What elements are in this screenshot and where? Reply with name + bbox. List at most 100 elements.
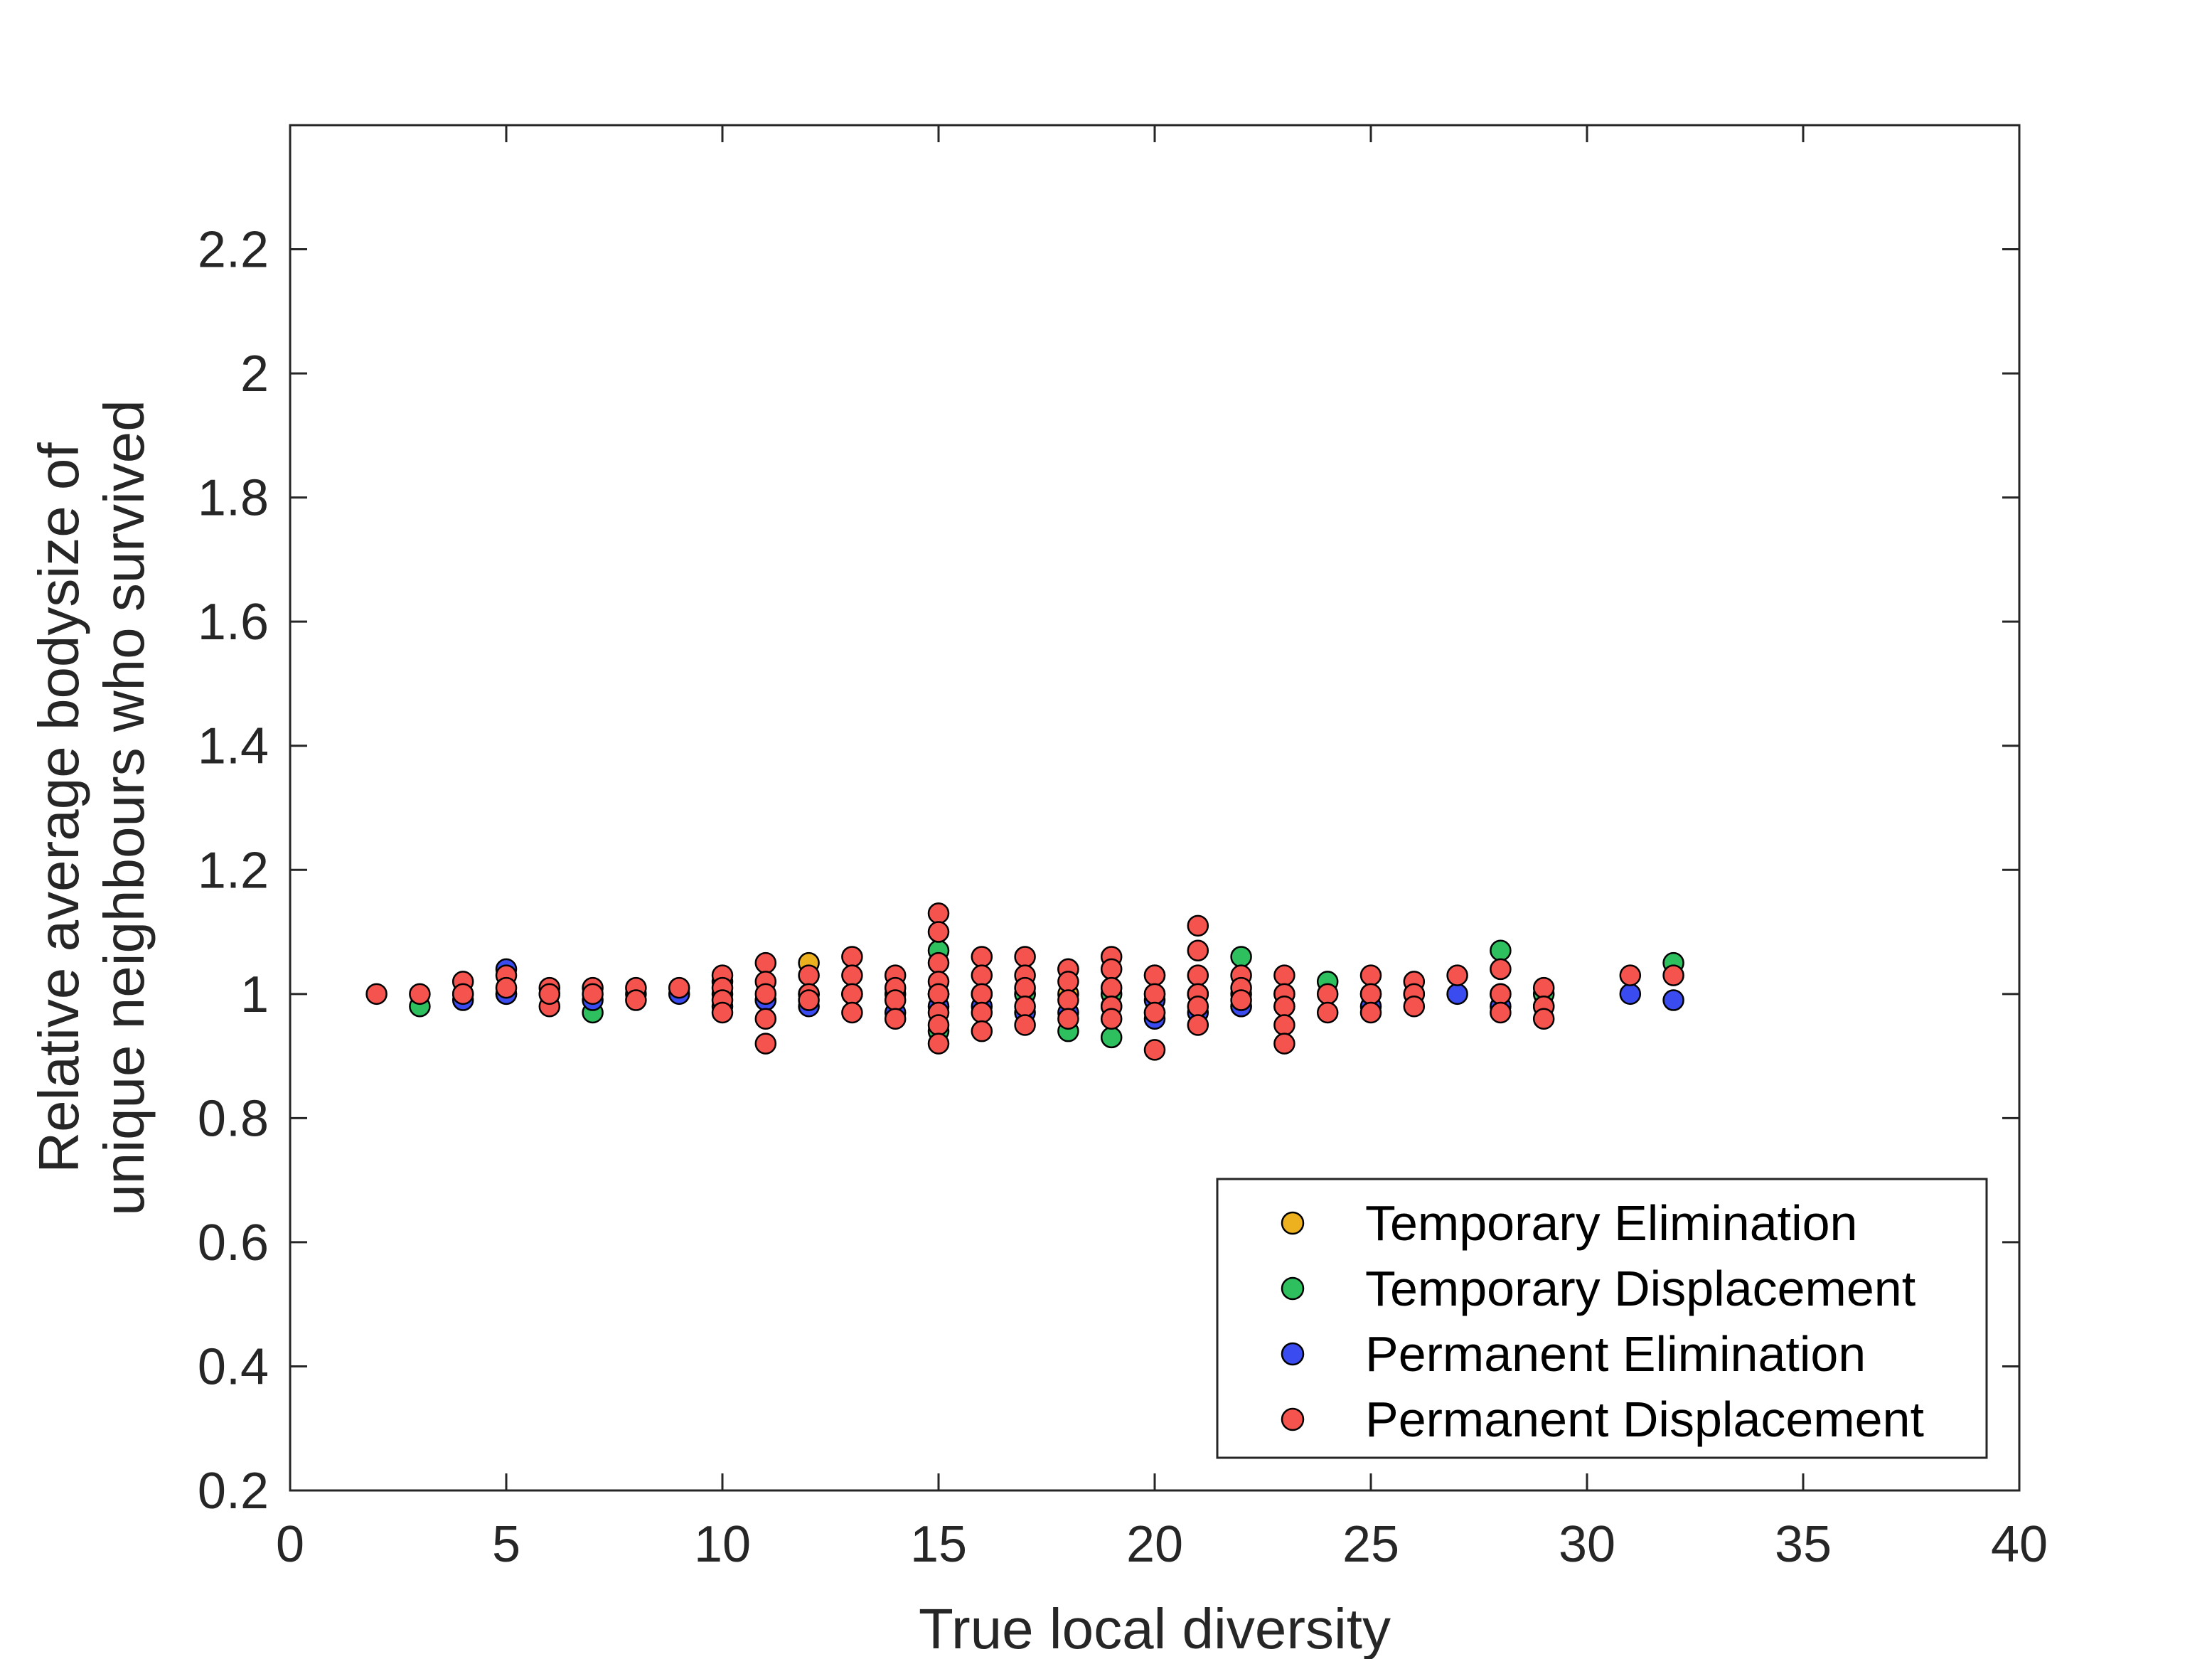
data-point bbox=[927, 902, 950, 924]
data-point bbox=[1273, 964, 1295, 986]
data-point bbox=[1316, 983, 1339, 1005]
data-point bbox=[971, 946, 993, 968]
data-point bbox=[1446, 964, 1468, 986]
x-tick-label: 30 bbox=[1559, 1516, 1615, 1573]
series-3-points bbox=[365, 902, 1684, 1061]
legend-marker bbox=[1281, 1211, 1305, 1235]
data-point bbox=[1187, 914, 1209, 937]
y-tick-label: 2 bbox=[240, 346, 269, 402]
data-point bbox=[754, 983, 777, 1005]
x-tick-label: 15 bbox=[910, 1516, 967, 1573]
data-point bbox=[1359, 964, 1382, 986]
data-point bbox=[711, 1001, 734, 1024]
data-point bbox=[841, 946, 863, 968]
data-point bbox=[1187, 939, 1209, 961]
data-point bbox=[1490, 939, 1512, 961]
y-tick-label: 1 bbox=[240, 966, 269, 1023]
x-axis-ticks: 0 5 10 15 20 25 30 35 40 bbox=[276, 125, 2048, 1573]
legend-marker bbox=[1281, 1342, 1305, 1366]
data-point bbox=[1014, 996, 1036, 1018]
data-point bbox=[1057, 989, 1079, 1011]
legend-label: Temporary Displacement bbox=[1365, 1261, 1916, 1316]
data-point bbox=[409, 983, 431, 1005]
data-point bbox=[1532, 1008, 1555, 1030]
data-point bbox=[1446, 983, 1468, 1005]
x-tick-label: 25 bbox=[1342, 1516, 1399, 1573]
legend: Temporary Elimination Temporary Displacem… bbox=[1216, 1178, 1988, 1459]
data-point bbox=[1187, 964, 1209, 986]
data-point bbox=[971, 983, 993, 1005]
data-point bbox=[927, 1033, 950, 1055]
data-point bbox=[1316, 1001, 1339, 1024]
x-tick-label: 0 bbox=[276, 1516, 304, 1573]
data-point bbox=[1187, 1014, 1209, 1036]
data-point bbox=[1014, 1014, 1036, 1036]
data-point bbox=[971, 1020, 993, 1042]
y-tick-label: 2.2 bbox=[198, 222, 269, 279]
legend-label: Permanent Elimination bbox=[1365, 1326, 1866, 1382]
data-point bbox=[971, 1001, 993, 1024]
data-point bbox=[1143, 1001, 1166, 1024]
y-tick-label: 0.4 bbox=[198, 1338, 269, 1395]
y-tick-label: 0.6 bbox=[198, 1215, 269, 1271]
data-point bbox=[1143, 1039, 1166, 1061]
data-point bbox=[1619, 983, 1642, 1005]
data-point bbox=[841, 983, 863, 1005]
data-point bbox=[927, 951, 950, 974]
y-tick-label: 0.8 bbox=[198, 1090, 269, 1147]
y-axis-ticks: 0.2 0.4 0.6 0.8 1 1.2 1.4 1.6 1.8 2 2.2 bbox=[198, 222, 2019, 1520]
x-axis-label: True local diversity bbox=[919, 1597, 1391, 1659]
data-point bbox=[798, 989, 820, 1011]
data-point bbox=[1230, 989, 1252, 1011]
data-point bbox=[582, 983, 604, 1005]
legend-box bbox=[1216, 1178, 1988, 1459]
legend-marker bbox=[1281, 1276, 1305, 1301]
data-point bbox=[841, 964, 863, 986]
data-point bbox=[884, 1008, 907, 1030]
x-tick-label: 35 bbox=[1775, 1516, 1832, 1573]
y-tick-label: 1.6 bbox=[198, 594, 269, 651]
data-point bbox=[1230, 946, 1252, 968]
data-point bbox=[1490, 983, 1512, 1005]
data-point bbox=[538, 983, 561, 1005]
data-point bbox=[841, 1001, 863, 1024]
data-point bbox=[625, 989, 647, 1011]
data-point bbox=[1057, 971, 1079, 993]
data-point bbox=[1057, 1008, 1079, 1030]
data-point bbox=[1100, 1026, 1123, 1049]
data-point bbox=[1100, 1008, 1123, 1030]
data-point bbox=[1662, 989, 1684, 1011]
data-point bbox=[495, 976, 518, 999]
data-point bbox=[927, 921, 950, 943]
data-point bbox=[1532, 976, 1555, 999]
data-point bbox=[1143, 983, 1166, 1005]
data-point bbox=[1100, 976, 1123, 999]
data-point bbox=[798, 964, 820, 986]
y-axis-label-line-2: unique neighbours who survived bbox=[92, 400, 156, 1215]
data-point bbox=[1273, 996, 1295, 1018]
x-tick-label: 10 bbox=[694, 1516, 751, 1573]
data-point bbox=[754, 951, 777, 974]
data-point bbox=[927, 1014, 950, 1036]
data-points bbox=[365, 902, 1684, 1061]
data-point bbox=[754, 1008, 777, 1030]
data-point bbox=[668, 976, 690, 999]
data-point bbox=[1490, 958, 1512, 981]
data-point bbox=[1273, 1033, 1295, 1055]
data-point bbox=[754, 1033, 777, 1055]
y-tick-label: 1.2 bbox=[198, 842, 269, 899]
y-tick-label: 0.2 bbox=[198, 1463, 269, 1520]
x-tick-label: 20 bbox=[1126, 1516, 1183, 1573]
y-tick-label: 1.8 bbox=[198, 470, 269, 527]
data-point bbox=[1662, 964, 1684, 986]
y-axis-label: Relative average bodysize of unique neig… bbox=[27, 400, 156, 1215]
plot-frame bbox=[289, 124, 2021, 1492]
data-point bbox=[1490, 1001, 1512, 1024]
legend-label: Permanent Displacement bbox=[1365, 1392, 1924, 1447]
data-point bbox=[365, 983, 388, 1005]
legend-marker bbox=[1281, 1407, 1305, 1431]
x-tick-label: 5 bbox=[492, 1516, 520, 1573]
data-point bbox=[1359, 1001, 1382, 1024]
data-point bbox=[1403, 996, 1426, 1018]
